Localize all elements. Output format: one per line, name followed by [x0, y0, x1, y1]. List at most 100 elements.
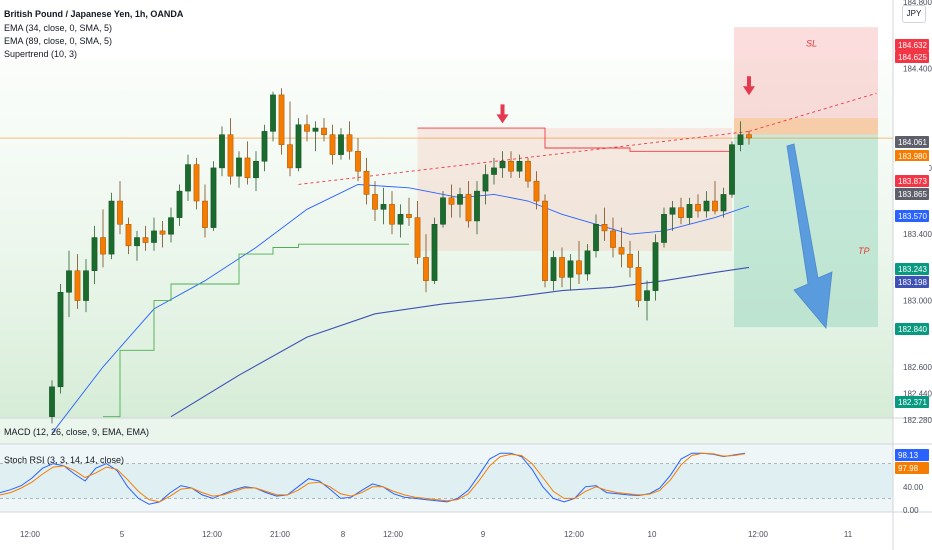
candle-down[interactable]	[278, 94, 285, 145]
candle-up[interactable]	[108, 200, 115, 255]
candle-up[interactable]	[312, 127, 319, 132]
candle-down[interactable]	[193, 164, 200, 202]
candle-down[interactable]	[610, 230, 616, 248]
candle-up[interactable]	[57, 292, 64, 388]
candle-down[interactable]	[202, 200, 208, 228]
entry-zone[interactable]	[734, 118, 878, 135]
price-tag[interactable]	[895, 175, 929, 187]
candle-up[interactable]	[499, 160, 506, 169]
candle-up[interactable]	[261, 131, 268, 162]
down-arrow-icon[interactable]	[743, 76, 755, 96]
candle-up[interactable]	[219, 134, 225, 169]
legend-ema-89[interactable]: EMA (89, close, 0, SMA, 5)	[4, 36, 113, 46]
candle-up[interactable]	[737, 134, 744, 145]
stoch-d-line[interactable]	[0, 452, 746, 503]
candle-up[interactable]	[151, 230, 157, 243]
candle-down[interactable]	[329, 134, 336, 155]
candle-down[interactable]	[576, 260, 582, 275]
candle-down[interactable]	[635, 267, 642, 301]
stoch-value-tag[interactable]	[895, 462, 929, 474]
price-tag[interactable]	[895, 263, 929, 275]
trendline-extension[interactable]	[748, 92, 877, 132]
price-tag[interactable]	[895, 276, 929, 288]
currency-button[interactable]: JPY	[902, 5, 926, 23]
candle-down[interactable]	[542, 200, 548, 281]
stop-loss-zone[interactable]	[734, 27, 878, 135]
candle-up[interactable]	[380, 204, 387, 210]
candle-down[interactable]	[355, 151, 361, 172]
candle-up[interactable]	[703, 200, 710, 212]
candle-down[interactable]	[601, 224, 608, 232]
price-tag[interactable]	[895, 51, 929, 63]
price-tag[interactable]	[895, 188, 929, 200]
candle-up[interactable]	[686, 204, 693, 218]
price-tag[interactable]	[895, 396, 929, 408]
candle-up[interactable]	[168, 217, 174, 235]
down-arrow-icon[interactable]	[496, 104, 509, 124]
candle-up[interactable]	[83, 270, 89, 301]
candle-down[interactable]	[304, 124, 310, 132]
candle-up[interactable]	[482, 174, 489, 192]
candle-up[interactable]	[236, 157, 242, 177]
candle-up[interactable]	[567, 260, 574, 278]
candle-up[interactable]	[270, 94, 276, 132]
candle-up[interactable]	[253, 160, 259, 179]
candle-down[interactable]	[559, 257, 565, 278]
candle-down[interactable]	[423, 257, 429, 281]
candle-down[interactable]	[678, 207, 684, 218]
price-tag[interactable]	[895, 39, 929, 51]
candle-up[interactable]	[593, 224, 599, 252]
candle-up[interactable]	[516, 160, 523, 172]
candle-up[interactable]	[397, 214, 404, 225]
legend-supertrend[interactable]: Supertrend (10, 3)	[4, 49, 78, 59]
candle-down[interactable]	[525, 160, 531, 182]
candle-up[interactable]	[338, 134, 344, 155]
candle-up[interactable]	[176, 190, 183, 218]
candle-down[interactable]	[159, 230, 166, 235]
candle-up[interactable]	[66, 270, 72, 293]
candle-up[interactable]	[457, 194, 463, 205]
candle-up[interactable]	[210, 167, 217, 228]
price-tag[interactable]	[895, 161, 929, 173]
legend-macd[interactable]: MACD (12, 26, close, 9, EMA, EMA)	[4, 427, 150, 437]
price-tag[interactable]	[895, 136, 929, 148]
price-tag[interactable]	[895, 323, 929, 335]
candle-up[interactable]	[661, 214, 667, 243]
price-tag[interactable]	[895, 150, 929, 162]
candle-up[interactable]	[91, 237, 98, 271]
candle-up[interactable]	[644, 290, 650, 301]
candle-down[interactable]	[363, 170, 370, 195]
candle-up[interactable]	[491, 167, 497, 175]
ema-89-line[interactable]	[170, 266, 750, 418]
projection-arrow-icon[interactable]	[786, 143, 833, 329]
candle-down[interactable]	[287, 144, 293, 169]
candle-down[interactable]	[372, 194, 378, 210]
legend-ema-34[interactable]: EMA (34, close, 0, SMA, 5)	[4, 23, 113, 33]
candle-down[interactable]	[74, 270, 81, 301]
supertrend-up-line[interactable]	[103, 243, 409, 418]
candle-down[interactable]	[389, 204, 395, 225]
candle-down[interactable]	[406, 214, 412, 218]
candle-down[interactable]	[533, 180, 540, 202]
candle-down[interactable]	[695, 204, 701, 212]
candle-up[interactable]	[669, 207, 676, 215]
candle-up[interactable]	[474, 190, 480, 222]
candle-down[interactable]	[244, 157, 251, 179]
candle-down[interactable]	[465, 194, 472, 222]
candle-down[interactable]	[117, 200, 123, 225]
candle-down[interactable]	[227, 134, 234, 177]
candle-down[interactable]	[346, 134, 353, 152]
supertrend-down-line[interactable]	[417, 127, 733, 152]
candle-down[interactable]	[746, 134, 752, 139]
candle-down[interactable]	[142, 237, 149, 243]
candle-up[interactable]	[295, 124, 302, 169]
candle-down[interactable]	[125, 224, 132, 247]
candle-down[interactable]	[627, 253, 633, 268]
candle-down[interactable]	[508, 160, 514, 172]
candle-up[interactable]	[49, 386, 55, 417]
candle-up[interactable]	[134, 237, 140, 247]
candle-down[interactable]	[321, 127, 327, 135]
candle-down[interactable]	[448, 197, 455, 205]
candle-down[interactable]	[618, 247, 625, 255]
